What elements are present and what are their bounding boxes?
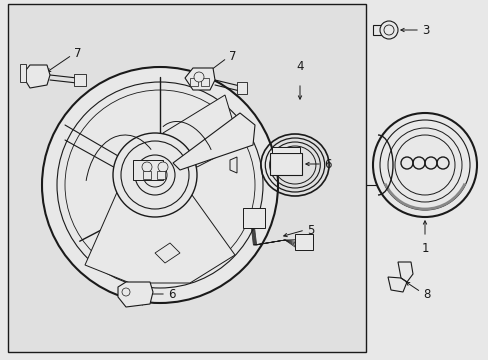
Circle shape	[57, 82, 263, 288]
Text: 7: 7	[74, 46, 81, 59]
Text: 6: 6	[324, 158, 331, 171]
Circle shape	[372, 113, 476, 217]
Circle shape	[379, 120, 469, 210]
Circle shape	[151, 171, 159, 179]
Polygon shape	[85, 190, 235, 283]
Bar	[271, 147, 299, 153]
Bar	[133, 160, 163, 180]
Circle shape	[113, 133, 197, 217]
Text: 8: 8	[422, 288, 429, 301]
Polygon shape	[155, 243, 180, 263]
Circle shape	[379, 21, 397, 39]
Bar	[157, 171, 164, 179]
Circle shape	[42, 67, 278, 303]
Text: 4: 4	[296, 60, 303, 73]
Polygon shape	[22, 65, 50, 88]
Text: 5: 5	[306, 224, 314, 237]
Bar	[8, 4, 365, 352]
Bar	[372, 25, 384, 35]
Circle shape	[142, 163, 167, 187]
Text: 2: 2	[392, 179, 400, 192]
Circle shape	[194, 72, 203, 82]
Bar	[20, 64, 26, 82]
Bar	[243, 208, 264, 228]
Circle shape	[135, 155, 175, 195]
Bar	[74, 74, 86, 86]
Text: 3: 3	[421, 23, 428, 36]
Bar	[237, 82, 246, 94]
Polygon shape	[173, 113, 254, 170]
Circle shape	[158, 162, 168, 172]
Circle shape	[121, 141, 189, 209]
Polygon shape	[229, 157, 237, 173]
Circle shape	[142, 162, 152, 172]
Text: 1: 1	[420, 242, 428, 255]
Bar	[142, 171, 151, 179]
Bar	[269, 153, 302, 175]
Text: 7: 7	[228, 50, 236, 63]
Text: 6: 6	[168, 288, 175, 301]
Circle shape	[65, 90, 254, 280]
Circle shape	[387, 128, 461, 202]
Bar	[294, 234, 312, 250]
Bar	[190, 78, 198, 86]
Circle shape	[394, 135, 454, 195]
Bar	[201, 78, 208, 86]
Polygon shape	[118, 282, 153, 307]
Circle shape	[122, 288, 130, 296]
Polygon shape	[184, 68, 215, 90]
Polygon shape	[163, 95, 240, 167]
Circle shape	[383, 25, 393, 35]
